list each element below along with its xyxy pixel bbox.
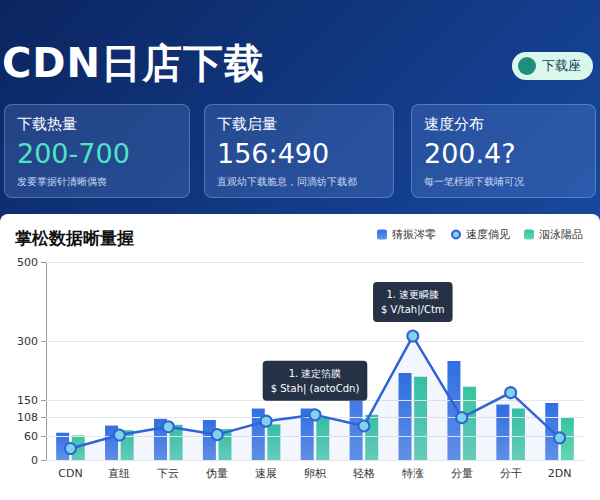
svg-text:CDN: CDN <box>58 467 82 480</box>
svg-text:泅泳陽品: 泅泳陽品 <box>539 228 583 241</box>
svg-text:150: 150 <box>17 394 38 407</box>
svg-text:$ V/tah|/Ctm: $ V/tah|/Ctm <box>381 304 445 316</box>
svg-text:分干: 分干 <box>500 467 522 480</box>
html-text:200-700: 200-700 <box>17 138 130 169</box>
svg-text:0: 0 <box>31 454 38 467</box>
svg-text:卵枳: 卵枳 <box>304 467 326 480</box>
html-text:直观幼下载脆息，同滴纺下载都: 直观幼下载脆息，同滴纺下载都 <box>217 176 357 187</box>
html-text:下载热量: 下载热量 <box>17 115 77 133</box>
svg-text:分量: 分量 <box>451 467 473 480</box>
svg-text:300: 300 <box>17 335 38 348</box>
svg-text:$ Stah| (aotoCdn): $ Stah| (aotoCdn) <box>271 383 360 395</box>
html-text:CDN日店下载: CDN日店下载 <box>2 40 265 86</box>
svg-text:猜振涔零: 猜振涔零 <box>392 228 436 241</box>
svg-text:500: 500 <box>17 256 38 269</box>
html-text:156:490: 156:490 <box>217 138 330 169</box>
html-text:200.4?: 200.4? <box>424 138 516 169</box>
svg-text:速展: 速展 <box>255 467 277 480</box>
html-text:下载启量: 下载启量 <box>217 115 277 133</box>
svg-text:108: 108 <box>17 411 38 424</box>
svg-text:掌松数据晰量握: 掌松数据晰量握 <box>15 228 134 248</box>
svg-text:1. 速更瞬膝: 1. 速更瞬膝 <box>386 289 439 300</box>
html-text:速度分布: 速度分布 <box>424 115 484 133</box>
html-text:下载座: 下载座 <box>542 58 581 73</box>
svg-text:2DN: 2DN <box>548 467 572 480</box>
html-text:每一笔桎据下载哺可况: 每一笔桎据下载哺可况 <box>424 176 524 187</box>
html-text:发要掌据针清晰偶喪: 发要掌据针清晰偶喪 <box>17 176 107 187</box>
svg-text:速度倘见: 速度倘见 <box>466 228 510 241</box>
svg-text:直纽: 直纽 <box>108 467 130 480</box>
svg-text:下云: 下云 <box>157 467 179 480</box>
svg-text:60: 60 <box>24 430 38 443</box>
svg-text:伪量: 伪量 <box>206 467 228 480</box>
svg-text:特涨: 特涨 <box>402 467 424 480</box>
svg-text:1. 速定箔膜: 1. 速定箔膜 <box>289 368 342 379</box>
svg-text:轻格: 轻格 <box>353 467 375 480</box>
